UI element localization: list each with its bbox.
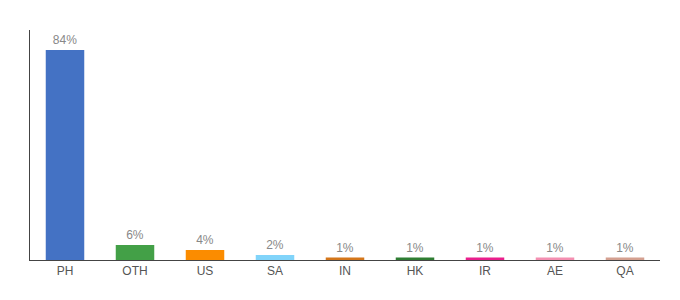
svg-text:2%: 2% <box>266 238 284 252</box>
svg-text:1%: 1% <box>336 241 354 255</box>
svg-text:1%: 1% <box>616 241 634 255</box>
svg-text:HK: HK <box>407 264 424 278</box>
svg-text:1%: 1% <box>476 241 494 255</box>
svg-text:IN: IN <box>339 264 351 278</box>
svg-text:1%: 1% <box>406 241 424 255</box>
svg-text:OTH: OTH <box>122 264 147 278</box>
svg-text:4%: 4% <box>196 233 214 247</box>
svg-text:84%: 84% <box>53 33 77 47</box>
svg-text:US: US <box>197 264 214 278</box>
svg-text:IR: IR <box>479 264 491 278</box>
svg-text:PH: PH <box>57 264 74 278</box>
svg-text:SA: SA <box>267 264 283 278</box>
svg-text:QA: QA <box>616 264 633 278</box>
svg-text:1%: 1% <box>546 241 564 255</box>
svg-text:6%: 6% <box>126 228 144 242</box>
svg-text:AE: AE <box>547 264 563 278</box>
